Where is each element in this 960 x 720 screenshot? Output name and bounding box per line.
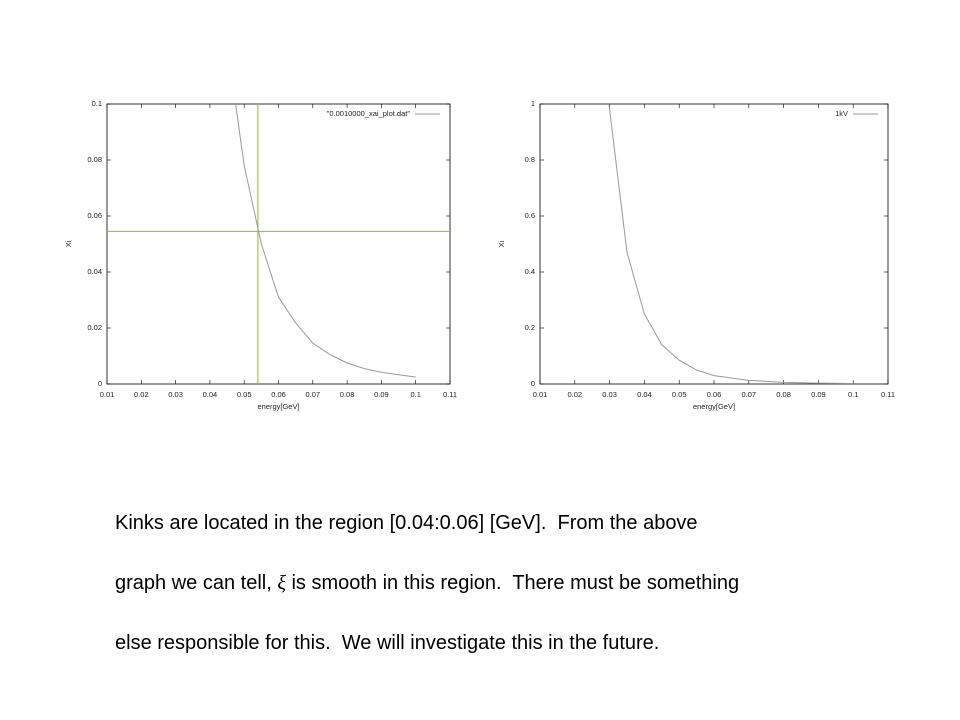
x-tick-label: 0.09 — [811, 390, 826, 399]
x-tick-label: 0.04 — [637, 390, 652, 399]
x-tick-label: 0.01 — [533, 390, 548, 399]
x-tick-label: 0.03 — [168, 390, 183, 399]
x-tick-label: 0.11 — [443, 390, 457, 399]
y-axis-label: Xi — [497, 240, 506, 247]
y-tick-label: 0.06 — [87, 211, 102, 220]
text-line: graph we can tell, ξ is smooth in this r… — [115, 568, 739, 598]
x-tick-label: 0.06 — [707, 390, 722, 399]
x-tick-label: 0.03 — [602, 390, 617, 399]
x-tick-label: 0.02 — [567, 390, 582, 399]
legend-label: "0.0010000_xai_plot.dat" — [327, 109, 411, 118]
text: graph we can tell, — [115, 572, 278, 594]
y-tick-label: 0.8 — [525, 155, 535, 164]
x-tick-label: 0.06 — [271, 390, 286, 399]
y-tick-label: 0.02 — [87, 323, 102, 332]
x-tick-label: 0.01 — [100, 390, 115, 399]
x-tick-label: 0.1 — [848, 390, 858, 399]
y-tick-label: 0 — [98, 379, 102, 388]
y-tick-label: 0.6 — [525, 211, 535, 220]
x-tick-label: 0.07 — [741, 390, 756, 399]
x-tick-label: 0.08 — [340, 390, 355, 399]
text-line: else responsible for this. We will inves… — [115, 632, 660, 654]
x-tick-label: 0.08 — [776, 390, 791, 399]
y-tick-label: 0.4 — [525, 267, 535, 276]
x-tick-label: 0.02 — [134, 390, 149, 399]
paragraph: Kinks are located in the region [0.04:0.… — [115, 478, 739, 688]
symbol: ξ — [277, 572, 286, 594]
y-tick-label: 1 — [531, 99, 535, 108]
y-tick-label: 0.2 — [525, 323, 535, 332]
text: is smooth in this region. There must be … — [285, 572, 740, 594]
text-line: Kinks are located in the region [0.04:0.… — [115, 512, 698, 534]
x-tick-label: 0.07 — [305, 390, 320, 399]
x-tick-label: 0.05 — [672, 390, 687, 399]
y-tick-label: 0.04 — [87, 267, 102, 276]
x-tick-label: 0.05 — [237, 390, 252, 399]
series-line — [608, 103, 854, 384]
x-tick-label: 0.1 — [410, 390, 420, 399]
plot-frame — [106, 103, 451, 385]
x-tick-label: 0.09 — [374, 390, 389, 399]
x-axis-label: energy[GeV] — [257, 402, 299, 411]
y-tick-label: 0 — [531, 379, 535, 388]
y-tick-label: 0.08 — [87, 155, 102, 164]
series-line — [235, 103, 416, 378]
y-tick-label: 0.1 — [92, 99, 102, 108]
x-tick-label: 0.04 — [203, 390, 218, 399]
legend-label: 1kV — [835, 109, 848, 118]
plot-frame — [539, 103, 889, 385]
x-tick-label: 0.11 — [881, 390, 895, 399]
x-axis-label: energy[GeV] — [693, 402, 735, 411]
y-axis-label: Xi — [64, 240, 73, 247]
charts: 0.01 0.02 0.03 0.04 0.05 0.06 0.07 0.08 0.09 0.1 0… — [64, 99, 895, 411]
